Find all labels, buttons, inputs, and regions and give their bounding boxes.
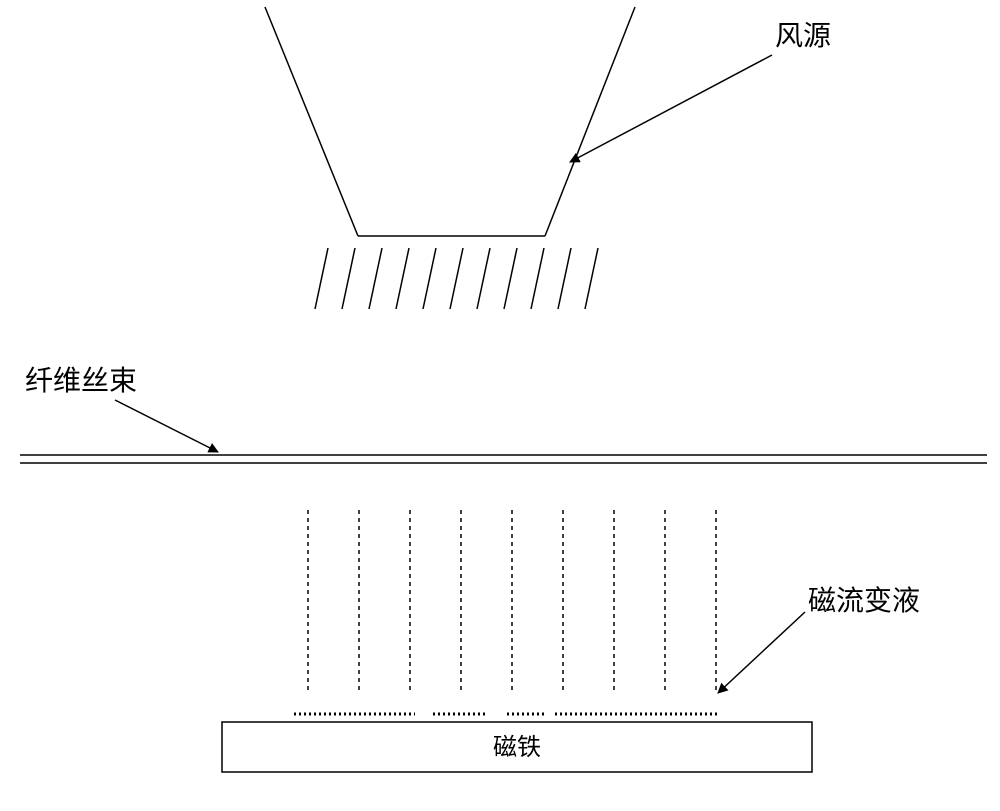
wind-line — [531, 248, 544, 309]
wind-line — [315, 248, 328, 309]
wind-line — [585, 248, 598, 309]
wind-line — [369, 248, 382, 309]
fiber-tow-arrow — [115, 400, 218, 452]
wind-cone-left — [265, 7, 358, 236]
wind-line — [504, 248, 517, 309]
wind-source-arrow — [570, 55, 772, 162]
wind-line — [558, 248, 571, 309]
wind-line — [450, 248, 463, 309]
wind-line — [342, 248, 355, 309]
fiber-tow-label: 纤维丝束 — [25, 365, 137, 397]
wind-cone-right — [545, 7, 635, 236]
wind-line — [396, 248, 409, 309]
mr-fluid-arrow — [718, 612, 805, 693]
magnet-label: 磁铁 — [493, 734, 541, 761]
wind-line — [477, 248, 490, 309]
wind-line — [423, 248, 436, 309]
mr-fluid-label: 磁流变液 — [808, 585, 920, 617]
wind-source-label: 风源 — [775, 21, 831, 52]
